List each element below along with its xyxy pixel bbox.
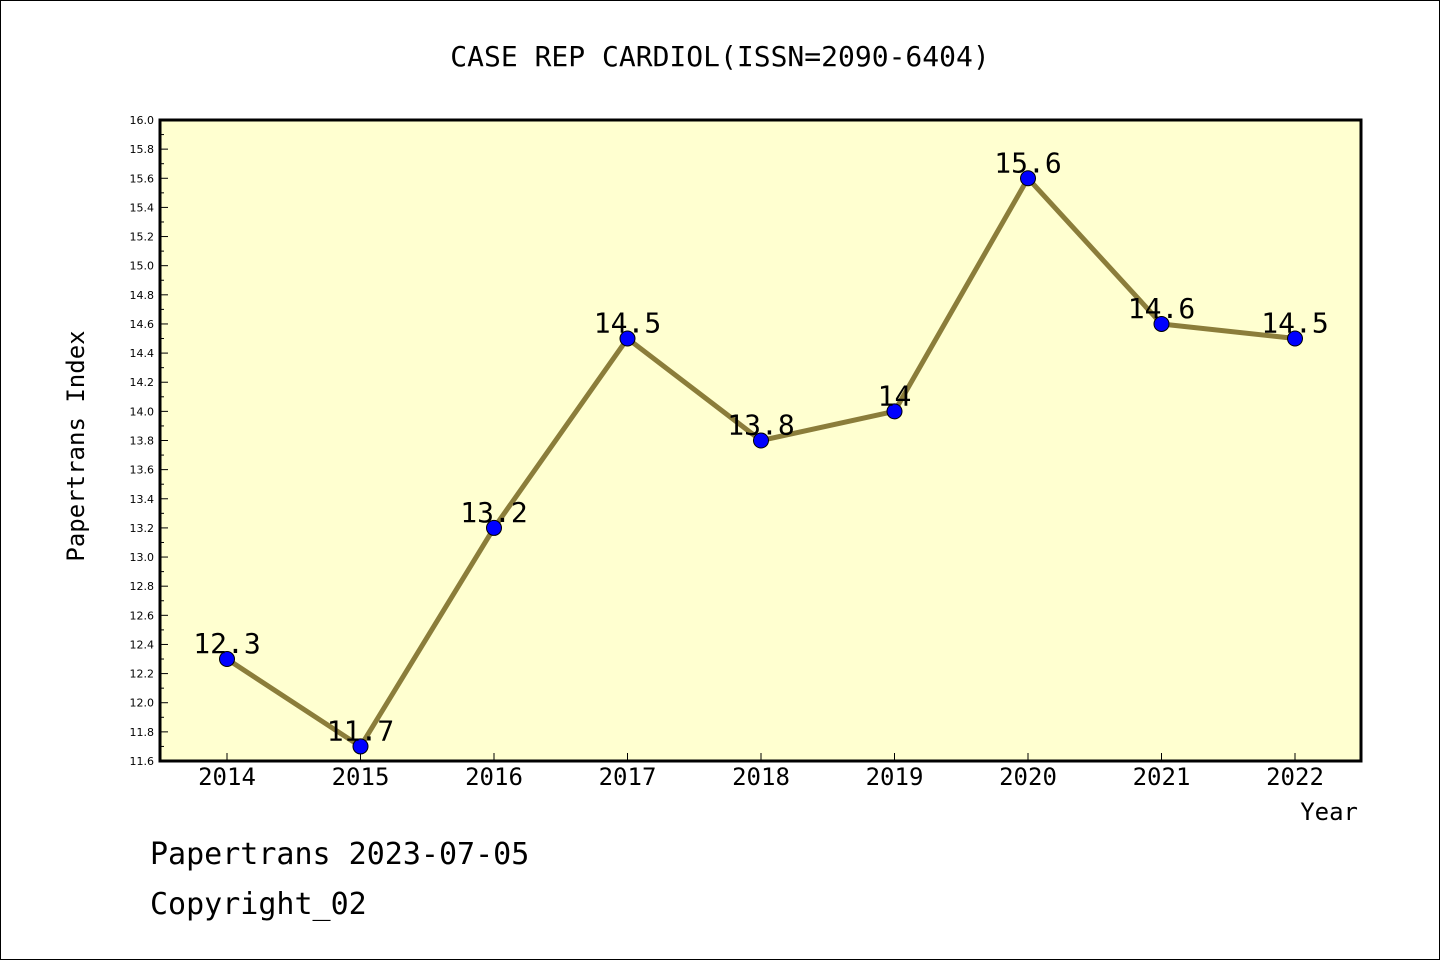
x-axis-label: Year	[1300, 798, 1358, 826]
x-tick-label: 2021	[1133, 763, 1191, 791]
y-tick-label: 14.8	[130, 289, 155, 302]
x-tick-label: 2022	[1266, 763, 1324, 791]
data-point-label: 13.2	[460, 496, 527, 529]
y-tick-label: 14.4	[130, 347, 155, 360]
x-tick-label: 2017	[599, 763, 657, 791]
y-tick-label: 13.4	[130, 493, 155, 506]
data-point-marker	[1153, 315, 1170, 332]
y-tick-label: 12.0	[130, 697, 155, 710]
data-point-label: 11.7	[327, 714, 394, 747]
data-point-marker	[486, 519, 502, 536]
y-tick-label: 13.8	[130, 435, 155, 448]
y-tick-label: 12.6	[130, 609, 155, 622]
chart-title: CASE REP CARDIOL(ISSN=2090-6404)	[450, 40, 989, 73]
y-tick-label: 13.6	[130, 464, 155, 477]
data-point-marker	[886, 403, 903, 420]
data-point-label: 14	[878, 379, 912, 412]
x-tick-label: 2015	[332, 763, 390, 791]
x-axis-ticks: 2014 2015 2016 2017 2018 2019 2020 2021 2022	[198, 753, 1324, 791]
y-axis-label: Papertrans Index	[62, 330, 90, 561]
y-tick-label: 14.2	[130, 376, 155, 389]
data-point-label: 14.5	[1261, 307, 1328, 340]
y-tick-label: 13.2	[130, 522, 155, 535]
data-point-marker	[1287, 330, 1303, 347]
x-tick-label: 2016	[465, 763, 523, 791]
y-tick-label: 15.6	[130, 172, 155, 185]
plot-border	[158, 118, 1363, 763]
y-tick-label: 11.8	[130, 726, 155, 739]
data-point-label: 14.5	[594, 307, 661, 340]
footer-copyright: Copyright_02	[150, 887, 367, 922]
data-point-label: 15.6	[994, 146, 1061, 179]
footer-date: Papertrans 2023-07-05	[150, 837, 529, 872]
y-axis-ticks: 11.6 11.8 12.0 12.2 12.4 12.6 12.8 13.0 13.2 13.4…	[130, 114, 168, 768]
data-markers	[219, 170, 1303, 755]
y-tick-label: 15.2	[130, 231, 155, 244]
data-point-marker	[619, 330, 636, 347]
x-tick-label: 2018	[732, 763, 790, 791]
x-tick-label: 2020	[999, 763, 1057, 791]
y-tick-label: 15.8	[130, 143, 155, 156]
data-point-label: 14.6	[1128, 292, 1195, 325]
y-tick-label: 12.2	[130, 668, 155, 681]
y-tick-label: 12.8	[130, 580, 155, 593]
x-tick-label: 2019	[866, 763, 924, 791]
data-point-marker	[753, 432, 769, 449]
y-tick-label: 15.4	[130, 201, 155, 214]
x-tick-label: 2014	[198, 763, 256, 791]
y-tick-label: 11.6	[130, 755, 155, 768]
data-point-label: 12.3	[193, 627, 260, 660]
y-tick-label: 15.0	[130, 260, 155, 273]
y-tick-label: 12.4	[130, 638, 155, 651]
y-tick-label: 13.0	[130, 551, 155, 564]
y-tick-label: 16.0	[130, 114, 155, 127]
data-point-marker	[352, 738, 369, 755]
data-labels: 12.3 11.7 13.2 14.5 13.8 14 15.6 14.6 14.5	[193, 146, 1328, 747]
data-point-marker	[219, 651, 235, 668]
y-tick-label: 14.0	[130, 405, 155, 418]
y-tick-label: 14.6	[130, 318, 155, 331]
data-point-marker	[1020, 170, 1036, 187]
data-point-label: 13.8	[727, 409, 794, 442]
